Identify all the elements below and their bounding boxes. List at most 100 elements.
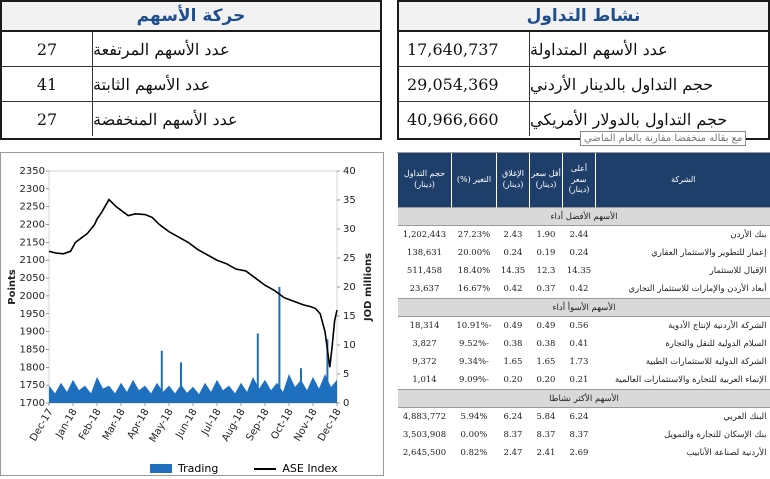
- company-name: إعمار للتطوير والاستثمار العقاري: [596, 244, 770, 262]
- change-pct: -9.09%: [452, 371, 497, 390]
- trading-spike: [180, 362, 182, 403]
- company-name: الشركة الأردنية لإنتاج الأدوية: [596, 317, 770, 336]
- high-price: 0.56: [563, 317, 596, 336]
- x-tick-label: Sep-18: [244, 407, 271, 443]
- y2-tick-label: 15: [343, 311, 356, 322]
- high-price: 0.24: [563, 244, 596, 262]
- close-price: 0.24: [497, 244, 530, 262]
- close-price: 1.65: [497, 353, 530, 371]
- y-tick-label: 1850: [20, 344, 45, 355]
- col-company: الشركة: [596, 153, 770, 208]
- y2-tick-label: 30: [343, 224, 356, 235]
- y-tick-label: 2250: [20, 202, 45, 213]
- low-price: 12.3: [530, 262, 563, 280]
- x-tick-label: Jun-18: [174, 407, 200, 441]
- stock-movement-rows: 27 عدد الأسهم المرتفعة 41 عدد الأسهم الث…: [2, 32, 380, 136]
- legend-swatch-trading: [150, 464, 172, 473]
- col-close: الإغلاق (دينار): [497, 153, 530, 208]
- x-tick-label: Mar-18: [101, 407, 128, 442]
- change-pct: 0.82%: [452, 444, 497, 462]
- volume: 23,637: [398, 280, 452, 299]
- x-tick-label: Dec-17: [28, 407, 55, 443]
- section-header-row: الأسهم الأكثر نشاطا: [398, 390, 770, 408]
- stock-movement-title: حركة الأسهم: [2, 2, 380, 32]
- x-tick-label: Jan-18: [54, 407, 80, 441]
- low-price: 0.49: [530, 317, 563, 336]
- close-price: 0.38: [497, 335, 530, 353]
- movement-label: عدد الأسهم المرتفعة: [93, 32, 380, 66]
- table-header-row: الشركة أعلى سعر (دينار) أقل سعر (دينار) …: [398, 153, 770, 208]
- low-price: 1.65: [530, 353, 563, 371]
- volume: 511,458: [398, 262, 452, 280]
- movement-row: 27 عدد الأسهم المرتفعة: [2, 32, 380, 67]
- movement-label: عدد الأسهم الثابتة: [93, 67, 380, 101]
- company-name: البنك العربي: [596, 408, 770, 427]
- volume: 138,631: [398, 244, 452, 262]
- section-title: الأسهم الأسوأ أداء: [398, 299, 770, 317]
- company-name: الشركة الدولية للاستثمارات الطبية: [596, 353, 770, 371]
- high-price: 0.41: [563, 335, 596, 353]
- volume: 1,014: [398, 371, 452, 390]
- trading-activity-title: نشاط التداول: [399, 2, 768, 32]
- y2-tick-label: 25: [343, 253, 356, 264]
- low-price: 2.41: [530, 444, 563, 462]
- y2-tick-label: 40: [343, 166, 356, 177]
- x-tick-label: Jul-18: [199, 407, 223, 438]
- company-name: بنك الإسكان للتجارة والتمويل: [596, 426, 770, 444]
- low-price: 0.38: [530, 335, 563, 353]
- col-high: أعلى سعر (دينار): [563, 153, 596, 208]
- volume: 3,827: [398, 335, 452, 353]
- x-tick-label: Apr-18: [126, 407, 152, 441]
- x-tick-label: Aug-18: [220, 407, 247, 444]
- activity-value: 17,640,737: [399, 32, 530, 66]
- chart-legend: Trading ASE Index: [150, 461, 338, 476]
- legend-label-ase: ASE Index: [282, 462, 337, 475]
- change-pct: 18.40%: [452, 262, 497, 280]
- ase-index-chart: 2350230022502200215021002050200019501900…: [1, 153, 383, 475]
- volume: 4,883,772: [398, 408, 452, 427]
- y-tick-label: 2000: [20, 291, 45, 302]
- table-row: الإنماء العربية للتجارة والاستثمارات الع…: [398, 371, 770, 390]
- trading-spike: [278, 287, 280, 403]
- y-tick-label: 1950: [20, 309, 45, 320]
- stock-rankings-table: الشركة أعلى سعر (دينار) أقل سعر (دينار) …: [397, 153, 770, 462]
- movement-value: 27: [2, 32, 93, 66]
- movement-value: 41: [2, 67, 93, 101]
- stock-movement-panel: حركة الأسهم 27 عدد الأسهم المرتفعة 41 عد…: [0, 0, 382, 140]
- volume: 3,503,908: [398, 426, 452, 444]
- change-pct: -10.91%: [452, 317, 497, 336]
- volume: 18,314: [398, 317, 452, 336]
- trading-spike: [300, 368, 302, 403]
- close-price: 14.35: [497, 262, 530, 280]
- activity-label: حجم التداول بالدينار الأردني: [530, 67, 768, 101]
- activity-value: 29,054,369: [399, 67, 530, 101]
- close-price: 2.43: [497, 226, 530, 245]
- y2-tick-label: 5: [343, 369, 349, 380]
- y2-tick-label: 0: [343, 398, 349, 409]
- close-price: 8.37: [497, 426, 530, 444]
- close-price: 2.47: [497, 444, 530, 462]
- section-header-row: الأسهم الأفضل أداء: [398, 208, 770, 226]
- y-tick-label: 2200: [20, 220, 45, 231]
- trading-spike: [161, 351, 163, 403]
- y-tick-label: 2350: [20, 166, 45, 177]
- volume: 1,202,443: [398, 226, 452, 245]
- low-price: 0.20: [530, 371, 563, 390]
- high-price: 6.24: [563, 408, 596, 427]
- high-price: 2.69: [563, 444, 596, 462]
- x-tick-label: Feb-18: [77, 407, 104, 442]
- change-pct: 27.23%: [452, 226, 497, 245]
- change-pct: 5.94%: [452, 408, 497, 427]
- high-price: 2.44: [563, 226, 596, 245]
- x-tick-label: Oct-18: [269, 407, 295, 442]
- trading-activity-panel: نشاط التداول 17,640,737 عدد الأسهم المتد…: [397, 0, 770, 140]
- high-price: 0.21: [563, 371, 596, 390]
- company-name: الأردنية لصناعة الأنابيب: [596, 444, 770, 462]
- company-name: السلام الدولية للنقل والتجارة: [596, 335, 770, 353]
- hover-tooltip: مع بقاله منخفضا مقارنة بالعام الماضي: [580, 131, 746, 146]
- section-title: الأسهم الأكثر نشاطا: [398, 390, 770, 408]
- change-pct: 20.00%: [452, 244, 497, 262]
